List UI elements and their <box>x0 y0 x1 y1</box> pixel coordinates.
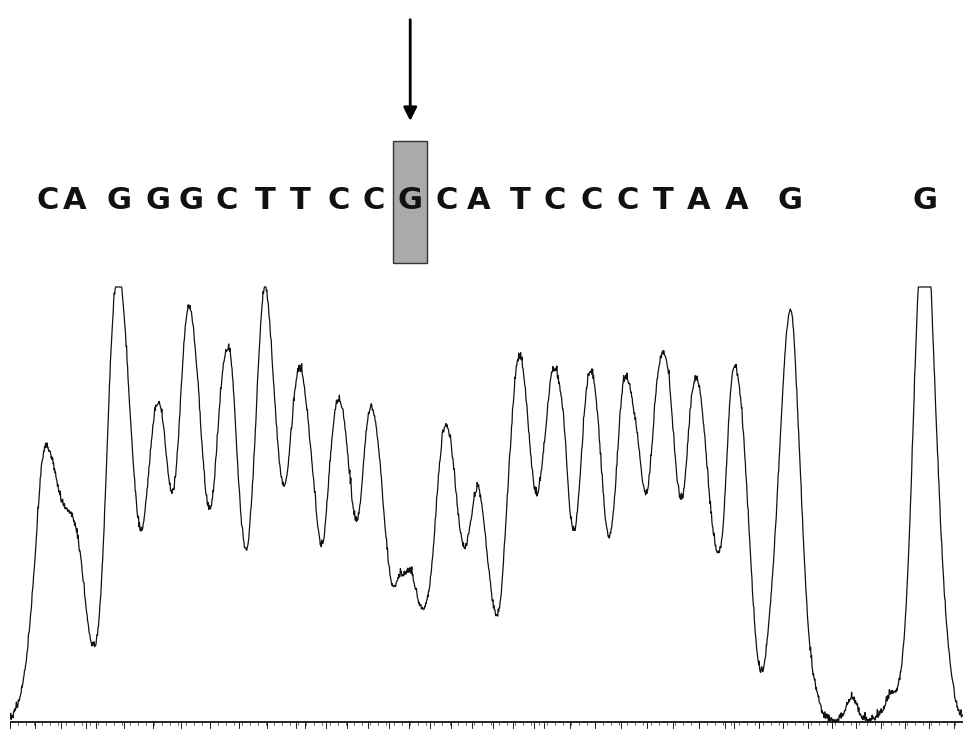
Text: G: G <box>777 186 802 215</box>
Text: C: C <box>544 186 566 215</box>
Text: C: C <box>216 186 238 215</box>
Text: G: G <box>107 186 132 215</box>
Text: C: C <box>617 186 639 215</box>
Text: C: C <box>435 186 457 215</box>
Text: A: A <box>686 186 710 215</box>
Text: C: C <box>328 186 350 215</box>
Text: T: T <box>510 186 530 215</box>
Text: T: T <box>290 186 311 215</box>
Text: C: C <box>37 186 59 215</box>
Text: C: C <box>580 186 602 215</box>
Text: G: G <box>178 186 203 215</box>
Bar <box>393 141 427 263</box>
Text: A: A <box>725 186 748 215</box>
Text: A: A <box>467 186 490 215</box>
Text: G: G <box>913 186 938 215</box>
Text: C: C <box>363 186 385 215</box>
Text: G: G <box>145 186 170 215</box>
Text: T: T <box>653 186 673 215</box>
Text: A: A <box>62 186 87 215</box>
Text: T: T <box>255 186 275 215</box>
Text: G: G <box>398 186 422 215</box>
